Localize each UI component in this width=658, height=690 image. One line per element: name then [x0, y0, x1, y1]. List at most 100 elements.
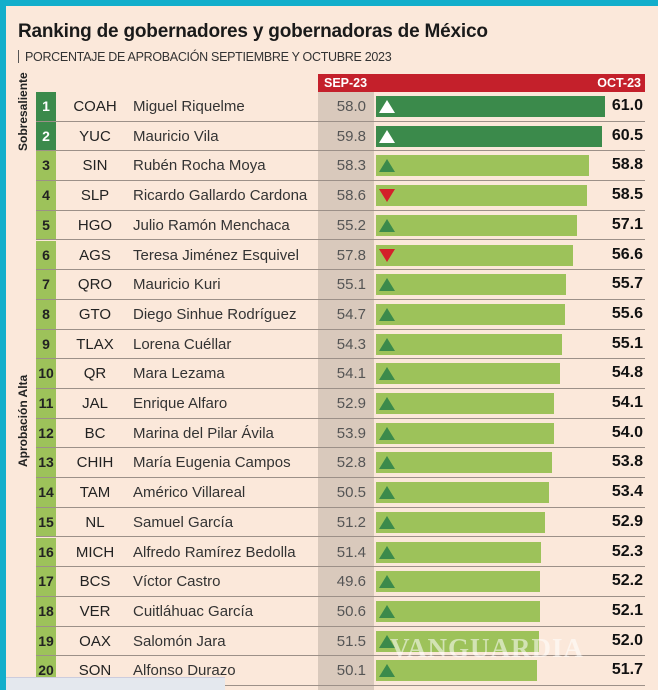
governor-name: Mauricio Vila	[133, 127, 219, 145]
state-code: SON	[78, 662, 112, 680]
oct-value: 54.1	[611, 394, 643, 411]
table-row: 14 TAM Américo Villareal 50.5 53.4	[36, 478, 645, 508]
table-row: 13 CHIH María Eugenia Campos 52.8 53.8	[36, 448, 645, 479]
oct-bar	[376, 185, 587, 207]
table-row: 6 AGS Teresa Jiménez Esquivel 57.8 56.6	[36, 240, 645, 271]
oct-value: 53.4	[611, 483, 643, 501]
oct-bar	[376, 303, 566, 325]
state-code: JAL	[82, 395, 108, 412]
rank-badge: 2	[36, 121, 56, 151]
oct-value: 60.5	[611, 126, 643, 144]
governor-name: Teresa Jiménez Esquivel	[133, 246, 299, 264]
sep-value: 54.3	[336, 335, 366, 353]
state-code: COAH	[73, 98, 117, 115]
oct-bar	[376, 660, 537, 682]
oct-bar	[376, 155, 590, 177]
sep-value: 51.4	[336, 543, 366, 561]
table-row: 15 NL Samuel García 51.2 52.9	[36, 507, 645, 538]
governor-name: Ricardo Gallardo Cardona	[133, 187, 308, 205]
oct-bar	[376, 393, 555, 414]
sep-value: 58.0	[336, 98, 366, 115]
state-code: TLAX	[76, 335, 114, 353]
rank-badge: 9	[36, 329, 56, 359]
governor-name: María Eugenia Campos	[133, 454, 291, 472]
trend-up-icon	[379, 218, 395, 232]
state-code: SIN	[82, 157, 108, 175]
trend-up-icon	[379, 575, 395, 589]
state-code: BCS	[79, 573, 111, 591]
rank-badge: 7	[36, 270, 56, 299]
sep-header: SEP-23	[324, 76, 368, 90]
state-code: AGS	[79, 246, 111, 264]
oct-value: 52.0	[611, 631, 643, 649]
sep-value: 50.1	[336, 662, 366, 680]
sep-value: 58.3	[336, 157, 366, 175]
trend-up-icon	[379, 456, 395, 470]
governor-name: Julio Ramón Menchaca	[133, 216, 290, 234]
oct-bar	[376, 482, 550, 504]
sep-value: 52.9	[336, 395, 366, 412]
table-row: 18 VER Cuitláhuac García 50.6 52.1	[36, 596, 645, 627]
bottom-overlay	[6, 677, 225, 690]
oct-bar	[376, 630, 539, 652]
rank-badge: 4	[36, 181, 56, 210]
governor-name: Cuitláhuac García	[133, 602, 254, 620]
watermark-logo: VANGUARDIA	[390, 633, 585, 663]
sep-value: 53.9	[336, 424, 366, 442]
trend-up-icon	[379, 100, 395, 113]
sep-column-band	[318, 92, 374, 690]
oct-value: 56.6	[611, 245, 643, 263]
oct-value: 55.6	[611, 304, 643, 322]
rank-badge: 16	[36, 537, 56, 567]
infographic-panel: Ranking de gobernadores y gobernadoras d…	[6, 6, 658, 690]
sep-value: 52.8	[336, 454, 366, 472]
rank-badge: 19	[36, 626, 56, 656]
state-code: NL	[85, 513, 105, 531]
trend-up-icon	[379, 337, 395, 351]
sep-value: 50.5	[336, 484, 366, 502]
sep-value: 59.8	[336, 127, 366, 145]
governor-name: Diego Sinhue Rodríguez	[133, 305, 297, 323]
sep-value: 57.8	[336, 246, 366, 264]
state-code: YUC	[79, 127, 111, 145]
trend-up-icon	[379, 367, 395, 381]
table-row: 20 SON Alfonso Durazo 50.1 51.7	[36, 656, 645, 686]
oct-value: 51.7	[611, 661, 643, 679]
governor-name: Salomón Jara	[133, 632, 226, 650]
table-row: 1 COAH Miguel Riquelme 58.0 61.0	[36, 92, 645, 122]
rank-badge: 12	[36, 418, 56, 448]
trend-down-icon	[379, 248, 395, 262]
sep-value: 50.6	[336, 602, 366, 620]
state-code: GTO	[78, 305, 112, 323]
trend-up-icon	[379, 604, 395, 618]
sep-value: 51.2	[336, 513, 366, 531]
state-code: BC	[84, 424, 106, 442]
oct-value: 52.3	[611, 542, 643, 560]
oct-bar	[376, 511, 546, 533]
rank-badge: 6	[36, 240, 56, 270]
governor-name: Mauricio Kuri	[133, 276, 221, 294]
state-code: HGO	[77, 216, 113, 234]
trend-up-icon	[379, 307, 395, 321]
state-code: QR	[83, 365, 107, 383]
oct-bar	[376, 571, 541, 593]
governor-name: Miguel Riquelme	[133, 98, 245, 115]
state-code: MICH	[75, 543, 115, 561]
rank-badge: 8	[36, 299, 56, 329]
governor-name: Marina del Pilar Ávila	[133, 424, 274, 442]
oct-value: 61.0	[611, 97, 643, 114]
oct-value: 57.1	[611, 215, 643, 233]
table-row: 10 QR Mara Lezama 54.1 54.8	[36, 359, 645, 389]
oct-value: 55.1	[611, 334, 643, 352]
table-row: 12 BC Marina del Pilar Ávila 53.9 54.0	[36, 418, 645, 449]
sep-value: 55.2	[336, 216, 366, 234]
oct-bar	[376, 541, 542, 563]
state-code: CHIH	[76, 454, 114, 472]
rank-badge: 10	[36, 359, 56, 388]
rank-badge: 3	[36, 151, 56, 181]
trend-up-icon	[379, 545, 395, 559]
oct-value: 52.2	[611, 572, 643, 590]
trend-up-icon	[379, 397, 395, 410]
oct-bar	[376, 422, 554, 444]
table-row: 7 QRO Mauricio Kuri 55.1 55.7	[36, 270, 645, 300]
